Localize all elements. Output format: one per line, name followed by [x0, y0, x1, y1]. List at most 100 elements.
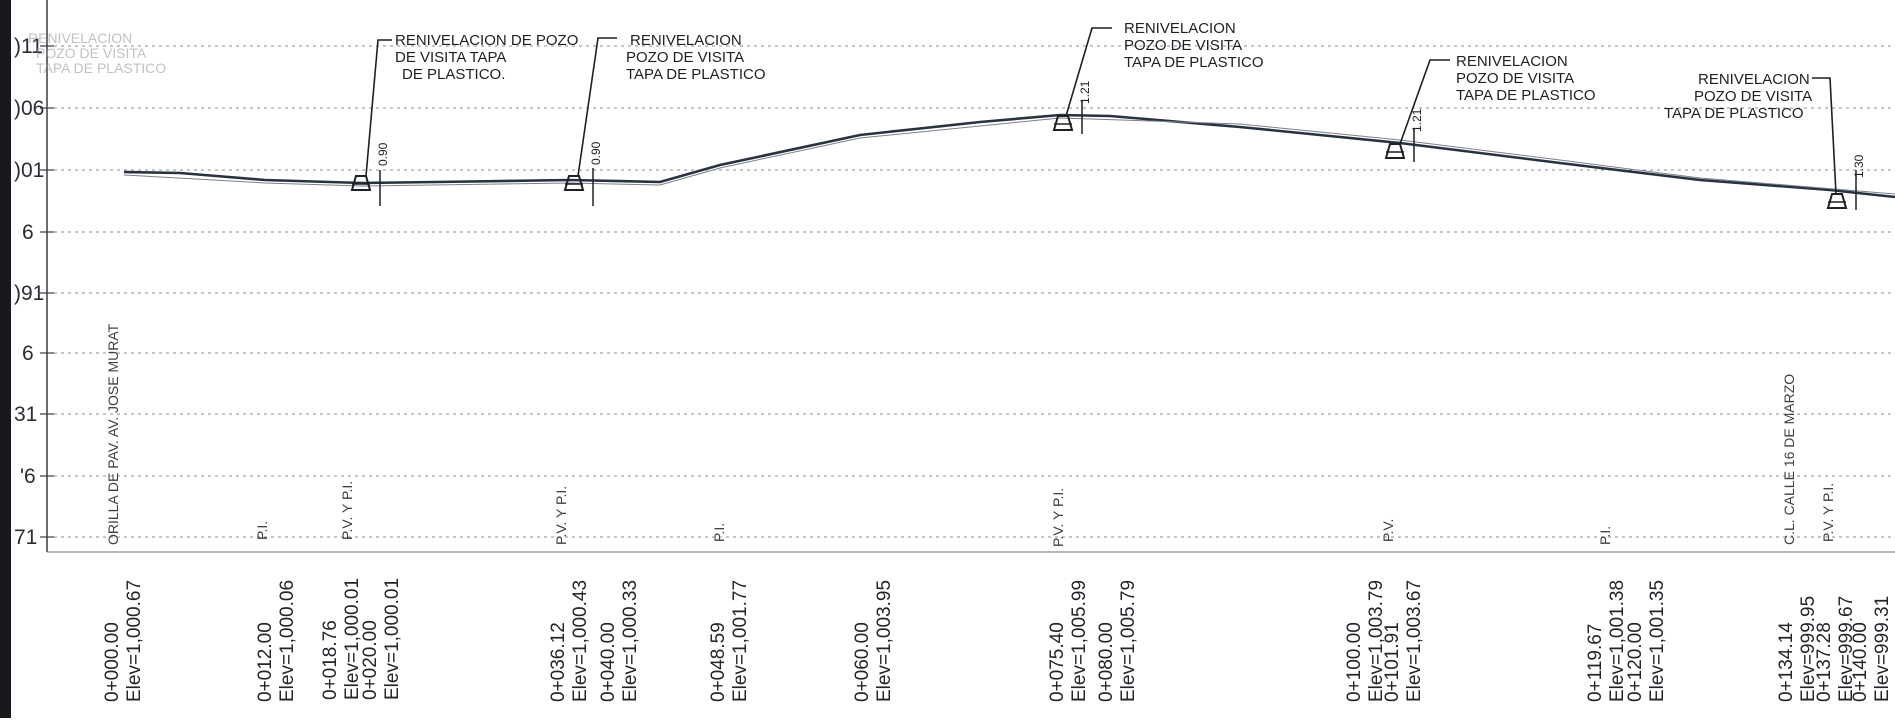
- station-label: 0+048.59: [708, 622, 729, 702]
- callout-text: TAPA DE PLASTICO: [626, 66, 765, 83]
- manhole-depth: 0.90: [376, 142, 390, 166]
- callout-text: POZO DE VISITA: [1456, 70, 1574, 87]
- elevation-label: Elev=999.31: [1872, 596, 1893, 702]
- station-label: 0+018.76: [320, 620, 341, 700]
- elevation-label: Elev=1,001.35: [1647, 580, 1668, 702]
- elevation-label: Elev=1,000.01: [342, 578, 363, 700]
- callout-text: POZO DE VISITA: [1694, 88, 1812, 105]
- callout-text: RENIVELACION DE POZO: [395, 32, 578, 49]
- elevation-label: Elev=1,000.67: [124, 580, 145, 702]
- callout-text: RENIVELACION: [1456, 53, 1568, 70]
- manhole-depth: 0.90: [589, 141, 603, 165]
- station-label: 0+075.40: [1047, 622, 1068, 702]
- faint-note-line: TAPA DE PLASTICO: [36, 60, 166, 76]
- grade-profile-line: [123, 113, 1895, 199]
- callout-text: TAPA DE PLASTICO: [1664, 105, 1803, 122]
- faint-header-note: RENIVELACION POZO DE VISITA TAPA DE PLAS…: [28, 30, 166, 76]
- point-label: P.V. Y P.I.: [1820, 483, 1836, 542]
- manhole-4: 1.21 RENIVELACION POZO DE VISITA TAPA DE…: [1384, 53, 1595, 162]
- callout-text: DE VISITA TAPA: [395, 49, 506, 66]
- station-label: 0+140.00: [1850, 622, 1871, 702]
- manhole-depth: 1.21: [1410, 108, 1424, 132]
- callout-leader: [1399, 59, 1450, 145]
- manhole-5: 1.30 RENIVELACION POZO DE VISITA TAPA DE…: [1664, 71, 1866, 210]
- point-labels: ORILLA DE PAV. AV. JOSE MURAT P.I. P.V. …: [105, 323, 1836, 547]
- y-axis: [40, 45, 54, 538]
- elevation-label: Elev=1,005.99: [1069, 580, 1090, 702]
- point-label: P.I.: [1597, 526, 1613, 545]
- faint-note-line: RENIVELACION: [28, 30, 132, 46]
- y-label: )06: [14, 97, 44, 120]
- point-label: P.I.: [254, 521, 270, 540]
- elevation-label: Elev=1,000.43: [570, 580, 591, 702]
- elevation-label: Elev=1,000.01: [382, 578, 403, 700]
- callout-leader: [577, 37, 617, 177]
- callout-text: POZO DE VISITA: [626, 49, 744, 66]
- point-label: P.I.: [711, 523, 727, 542]
- station-label: 0+134.14: [1776, 622, 1797, 702]
- manhole-depth: 1.21: [1078, 80, 1092, 104]
- station-label: 0+120.00: [1625, 622, 1646, 702]
- point-label: P.V.: [1380, 519, 1396, 542]
- elevation-label: Elev=1,000.33: [620, 580, 641, 702]
- station-label: 0+012.00: [255, 622, 276, 702]
- point-label: ORILLA DE PAV. AV. JOSE MURAT: [105, 323, 121, 545]
- elevation-label: Elev=1,003.95: [874, 580, 895, 702]
- station-label: 0+060.00: [852, 622, 873, 702]
- station-label: 0+000.00: [102, 622, 123, 702]
- point-label: P.V. Y P.I.: [553, 486, 569, 545]
- callout-text: TAPA DE PLASTICO: [1456, 87, 1595, 104]
- callout-text: RENIVELACION: [1124, 20, 1236, 37]
- manhole-symbol-icon: [1384, 143, 1406, 159]
- manhole-symbol-icon: [1826, 193, 1848, 209]
- elevation-label: Elev=1,001.38: [1607, 580, 1628, 702]
- station-label: 0+100.00: [1344, 622, 1365, 702]
- y-label: '6: [20, 465, 36, 488]
- elevation-label: Elev=1,003.79: [1366, 580, 1387, 702]
- y-label: 6: [22, 221, 34, 244]
- manhole-3: 1.21 RENIVELACION POZO DE VISITA TAPA DE…: [1052, 20, 1263, 134]
- station-label: 0+040.00: [598, 622, 619, 702]
- manhole-2: 0.90 RENIVELACION POZO DE VISITA TAPA DE…: [563, 32, 765, 206]
- elevation-label: Elev=1,005.79: [1118, 580, 1139, 702]
- y-label: )91: [14, 282, 44, 305]
- callout-text: RENIVELACION: [630, 32, 742, 49]
- grid-lines: [47, 45, 1895, 538]
- station-label: 0+119.67: [1585, 624, 1606, 702]
- manhole-1: 0.90 RENIVELACION DE POZO DE VISITA TAPA…: [350, 32, 578, 206]
- callout-leader: [1812, 77, 1837, 195]
- y-label: )11: [14, 35, 43, 58]
- y-label: )01: [14, 159, 44, 182]
- y-label: 31: [14, 403, 37, 426]
- point-label: P.V. Y P.I.: [1050, 488, 1066, 547]
- station-label: 0+137.28: [1814, 622, 1835, 702]
- callout-leader: [365, 39, 392, 177]
- point-label: P.V. Y P.I.: [339, 481, 355, 540]
- station-label: 0+020.00: [360, 620, 381, 700]
- callout-text: POZO DE VISITA: [1124, 37, 1242, 54]
- callout-leader: [1065, 27, 1112, 117]
- manhole-symbol-icon: [1052, 115, 1074, 131]
- callout-text: DE PLASTICO.: [402, 66, 505, 83]
- elevation-label: Elev=1,000.06: [277, 580, 298, 702]
- point-label: C.L. CALLE 16 DE MARZO: [1781, 374, 1797, 545]
- scanned-page-edge: [0, 0, 11, 718]
- elevation-label: Elev=1,001.77: [730, 580, 751, 702]
- callout-text: RENIVELACION: [1698, 71, 1810, 88]
- y-label: 6: [22, 342, 34, 365]
- station-label: 0+080.00: [1096, 622, 1117, 702]
- elevation-label: Elev=999.67: [1836, 596, 1857, 702]
- station-labels: 0+000.00 Elev=1,000.67 0+012.00 Elev=1,0…: [102, 578, 1893, 702]
- station-label: 0+036.12: [548, 622, 569, 702]
- elevation-label: Elev=1,003.67: [1404, 580, 1425, 702]
- grade-profile-line-offset: [123, 117, 1895, 195]
- manhole-symbol-icon: [563, 175, 585, 191]
- elevation-label: Elev=999.95: [1798, 596, 1819, 702]
- callout-text: TAPA DE PLASTICO: [1124, 54, 1263, 71]
- faint-note-line: POZO DE VISITA: [36, 45, 147, 61]
- manhole-depth: 1.30: [1852, 154, 1866, 178]
- station-label: 0+101.91: [1382, 622, 1403, 702]
- y-label: 71: [14, 526, 37, 549]
